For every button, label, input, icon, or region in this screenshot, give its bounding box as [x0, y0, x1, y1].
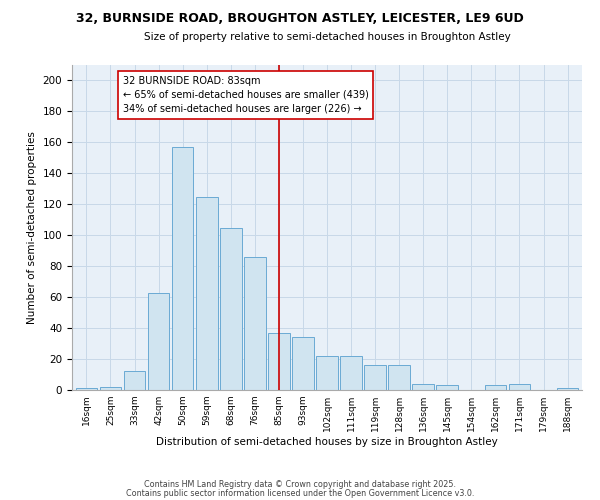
Bar	[124, 372, 145, 390]
Bar	[316, 356, 338, 390]
Bar	[557, 388, 578, 390]
Bar	[340, 356, 362, 390]
Text: 32, BURNSIDE ROAD, BROUGHTON ASTLEY, LEICESTER, LE9 6UD: 32, BURNSIDE ROAD, BROUGHTON ASTLEY, LEI…	[76, 12, 524, 26]
Bar	[485, 386, 506, 390]
Bar	[388, 365, 410, 390]
Bar	[196, 196, 218, 390]
Bar	[100, 387, 121, 390]
Bar	[172, 147, 193, 390]
Title: Size of property relative to semi-detached houses in Broughton Astley: Size of property relative to semi-detach…	[143, 32, 511, 42]
Text: 32 BURNSIDE ROAD: 83sqm
← 65% of semi-detached houses are smaller (439)
34% of s: 32 BURNSIDE ROAD: 83sqm ← 65% of semi-de…	[122, 76, 368, 114]
Y-axis label: Number of semi-detached properties: Number of semi-detached properties	[27, 131, 37, 324]
Bar	[292, 338, 314, 390]
Bar	[364, 365, 386, 390]
Bar	[436, 386, 458, 390]
Bar	[509, 384, 530, 390]
Bar	[220, 228, 242, 390]
X-axis label: Distribution of semi-detached houses by size in Broughton Astley: Distribution of semi-detached houses by …	[156, 437, 498, 447]
Bar	[148, 292, 169, 390]
Text: Contains HM Land Registry data © Crown copyright and database right 2025.: Contains HM Land Registry data © Crown c…	[144, 480, 456, 489]
Bar	[268, 332, 290, 390]
Bar	[76, 388, 97, 390]
Bar	[244, 257, 266, 390]
Bar	[412, 384, 434, 390]
Text: Contains public sector information licensed under the Open Government Licence v3: Contains public sector information licen…	[126, 489, 474, 498]
